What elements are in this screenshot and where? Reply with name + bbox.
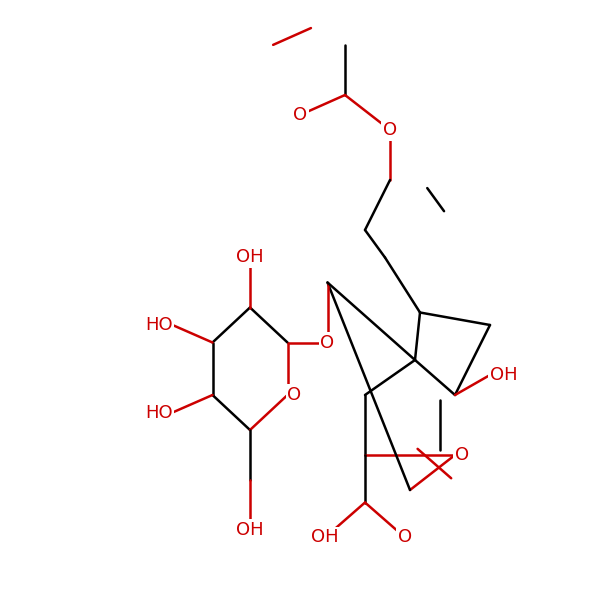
Text: HO: HO (145, 316, 173, 334)
Text: OH: OH (311, 529, 339, 547)
Text: HO: HO (145, 403, 173, 421)
Text: O: O (287, 386, 302, 404)
Text: O: O (320, 334, 335, 352)
Text: OH: OH (236, 248, 264, 266)
Text: OH: OH (490, 366, 518, 384)
Text: O: O (455, 446, 469, 464)
Text: O: O (383, 121, 397, 139)
Text: O: O (398, 529, 412, 547)
Text: O: O (293, 106, 307, 124)
Text: OH: OH (236, 521, 264, 539)
